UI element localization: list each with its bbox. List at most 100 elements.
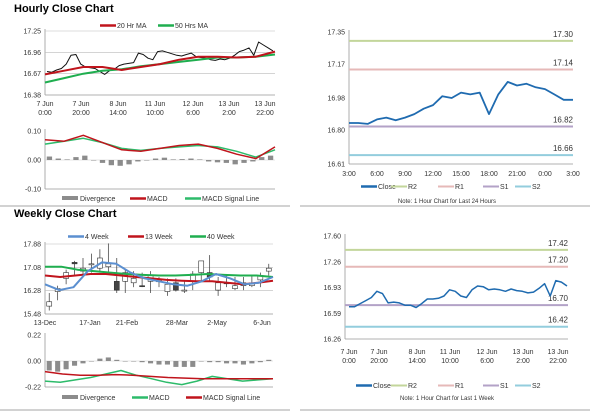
macd-signal-line bbox=[44, 370, 273, 380]
legend-label: 4 Week bbox=[85, 234, 109, 241]
level-label-s2: 16.42 bbox=[548, 316, 569, 325]
level-label-r2: 17.30 bbox=[553, 30, 574, 39]
macd-line bbox=[44, 369, 274, 386]
x-tick-label: 20:00 bbox=[72, 110, 90, 117]
y-tick-label: 17.60 bbox=[323, 234, 341, 241]
divergence-bar bbox=[156, 361, 162, 365]
x-tick-label: 7 Jun bbox=[340, 349, 357, 356]
legend-label: Divergence bbox=[80, 395, 116, 402]
x-tick-label: 13 Jun bbox=[218, 101, 239, 108]
legend-label: S2 bbox=[532, 184, 541, 191]
divergence-bar bbox=[152, 158, 159, 160]
x-tick-label: 8 Jun bbox=[408, 349, 425, 356]
divergence-bar bbox=[188, 158, 194, 160]
x-tick-label: 9:00 bbox=[398, 171, 412, 178]
candle-body bbox=[215, 282, 221, 291]
legend-label: 20 Hr MA bbox=[117, 23, 147, 30]
x-tick-label: 12 Jun bbox=[476, 349, 497, 356]
x-tick-label: 11 Jun bbox=[145, 101, 166, 108]
x-tick-label: 2:00 bbox=[222, 110, 236, 117]
candle-body bbox=[173, 282, 179, 291]
close-line bbox=[349, 81, 573, 125]
y-tick-label: 16.80 bbox=[327, 128, 345, 135]
divergence-bar bbox=[64, 159, 70, 160]
x-tick-label: 14:00 bbox=[109, 110, 127, 117]
y-tick-label: 16.59 bbox=[323, 311, 341, 318]
divergence-bar bbox=[241, 160, 247, 163]
legend-swatch bbox=[62, 395, 78, 399]
y-tick-label: -0.22 bbox=[25, 385, 41, 392]
legend-label: R1 bbox=[455, 184, 464, 191]
x-tick-label: 0:00 bbox=[38, 110, 52, 117]
divergence-bar bbox=[190, 361, 196, 367]
x-tick-label: 7 Jun bbox=[36, 101, 53, 108]
candle-body bbox=[139, 285, 145, 288]
divergence-bar bbox=[164, 361, 170, 365]
ma13-week-line bbox=[44, 273, 274, 286]
x-tick-label: 12:00 bbox=[424, 171, 442, 178]
legend-label: MACD Signal Line bbox=[202, 196, 259, 203]
divergence-bar bbox=[46, 156, 53, 160]
legend-label: R2 bbox=[408, 184, 417, 191]
y-tick-label: 16.61 bbox=[327, 162, 345, 169]
x-tick-label: 6-Jun bbox=[253, 320, 271, 327]
divergence-bar bbox=[144, 160, 150, 161]
divergence-bar bbox=[181, 361, 187, 367]
divergence-bar bbox=[240, 361, 246, 365]
divergence-bar bbox=[170, 159, 176, 160]
x-tick-label: 18:00 bbox=[480, 171, 498, 178]
level-label-s2: 16.66 bbox=[553, 144, 574, 153]
x-tick-label: 2-May bbox=[207, 320, 227, 327]
divergence-bar bbox=[197, 159, 203, 160]
divergence-bar bbox=[232, 160, 238, 165]
divergence-bar bbox=[55, 158, 61, 160]
candle-body bbox=[46, 301, 53, 307]
chart-note: Note: 1 Hour Chart for Last 24 Hours bbox=[398, 199, 496, 205]
divergence-bar bbox=[72, 361, 78, 366]
divergence-bar bbox=[131, 361, 137, 362]
level-label-s1: 16.82 bbox=[553, 116, 574, 125]
divergence-bar bbox=[91, 160, 97, 161]
x-tick-label: 7 Jun bbox=[72, 101, 89, 108]
y-tick-label: -0.10 bbox=[25, 187, 41, 194]
y-tick-label: 17.17 bbox=[327, 62, 345, 69]
divergence-bar bbox=[99, 160, 106, 163]
candle-body bbox=[164, 283, 171, 292]
legend-label: S2 bbox=[532, 383, 541, 390]
x-tick-label: 3:00 bbox=[566, 171, 580, 178]
y-tick-label: 17.26 bbox=[323, 260, 341, 267]
legend-label: R1 bbox=[455, 383, 464, 390]
y-tick-label: 16.93 bbox=[323, 285, 341, 292]
hourly-section-title: Hourly Close Chart bbox=[14, 3, 114, 15]
y-tick-label: 16.26 bbox=[323, 337, 341, 344]
ma20-line bbox=[44, 50, 276, 76]
legend-label: 13 Week bbox=[145, 234, 173, 241]
x-tick-label: 13 Jun bbox=[512, 349, 533, 356]
x-tick-label: 21:00 bbox=[508, 171, 526, 178]
x-tick-label: 0:00 bbox=[342, 358, 356, 365]
ma4-week-line bbox=[44, 261, 274, 292]
x-tick-label: 28-Mar bbox=[166, 320, 189, 327]
legend-label: MACD bbox=[147, 196, 168, 203]
divergence-bar bbox=[259, 157, 265, 160]
divergence-bar bbox=[114, 359, 120, 361]
divergence-bar bbox=[139, 361, 145, 363]
candle-body bbox=[113, 281, 120, 291]
candle-body bbox=[265, 267, 272, 272]
x-tick-label: 6:00 bbox=[370, 171, 384, 178]
legend-swatch bbox=[62, 196, 78, 200]
y-tick-label: 17.08 bbox=[23, 265, 41, 272]
chart-note: Note: 1 Hour Chart for Last 1 Week bbox=[400, 396, 495, 402]
ma40-week-line bbox=[45, 265, 274, 278]
candle-body bbox=[232, 285, 238, 289]
legend-label: MACD Signal Line bbox=[203, 395, 260, 402]
divergence-bar bbox=[198, 361, 204, 362]
x-tick-label: 14:00 bbox=[408, 358, 426, 365]
divergence-bar bbox=[266, 359, 272, 361]
candle-body bbox=[198, 260, 205, 273]
x-tick-label: 8 Jun bbox=[109, 101, 126, 108]
divergence-bar bbox=[126, 160, 132, 165]
legend-label: 40 Week bbox=[207, 234, 235, 241]
divergence-bar bbox=[63, 361, 69, 370]
